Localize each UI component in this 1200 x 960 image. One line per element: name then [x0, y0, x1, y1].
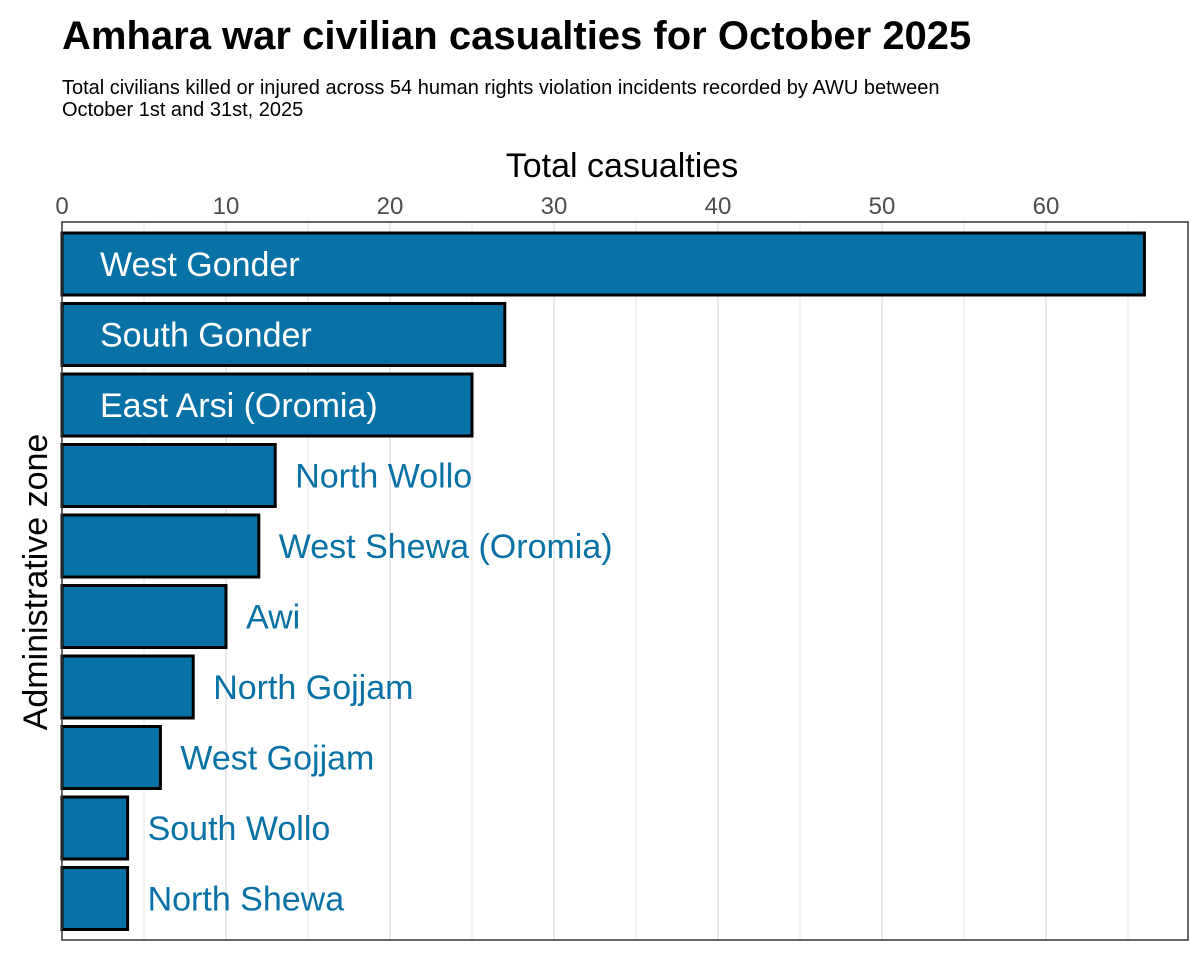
- bar: [60, 866, 130, 931]
- x-axis-ticks: 0 10 20 30 40 50 60: [55, 193, 1059, 220]
- bar: [60, 443, 277, 508]
- bar-label: West Gojjam: [180, 740, 374, 778]
- bar: [60, 372, 474, 438]
- x-tick-label: 10: [213, 193, 240, 220]
- bar-label: South Gonder: [100, 317, 312, 355]
- bar-label: North Shewa: [148, 881, 345, 919]
- bar-label: East Arsi (Oromia): [100, 387, 378, 425]
- x-tick-label: 20: [377, 193, 404, 220]
- bar-label: North Wollo: [295, 458, 472, 496]
- bar-label: North Gojjam: [213, 669, 413, 707]
- bar: [60, 725, 162, 790]
- chart-title: Amhara war civilian casualties for Octob…: [62, 14, 972, 58]
- x-tick-label: 0: [55, 193, 68, 220]
- bar: [60, 584, 228, 649]
- bar-label: West Gonder: [100, 246, 300, 284]
- chart-subtitle: Total civilians killed or injured across…: [62, 77, 940, 121]
- x-tick-label: 40: [705, 193, 732, 220]
- gridlines: [143, 222, 1129, 940]
- x-tick-label: 30: [541, 193, 568, 220]
- bar: [60, 795, 130, 861]
- bar-label: South Wollo: [148, 810, 331, 848]
- x-tick-label: 50: [869, 193, 896, 220]
- panel-border: [61, 221, 1189, 941]
- bar-labels: West Gonder South Gonder East Arsi (Oromia…: [100, 246, 613, 919]
- x-tick-label: 60: [1033, 193, 1060, 220]
- bars: [60, 231, 1146, 931]
- bar: [60, 231, 1146, 297]
- bar: [60, 654, 195, 720]
- y-axis-title: Administrative zone: [17, 434, 55, 731]
- bar-label: West Shewa (Oromia): [279, 528, 613, 566]
- x-axis-title: Total casualties: [506, 147, 738, 185]
- bar: [60, 302, 507, 367]
- bar: [60, 513, 261, 579]
- bar-label: Awi: [246, 599, 300, 637]
